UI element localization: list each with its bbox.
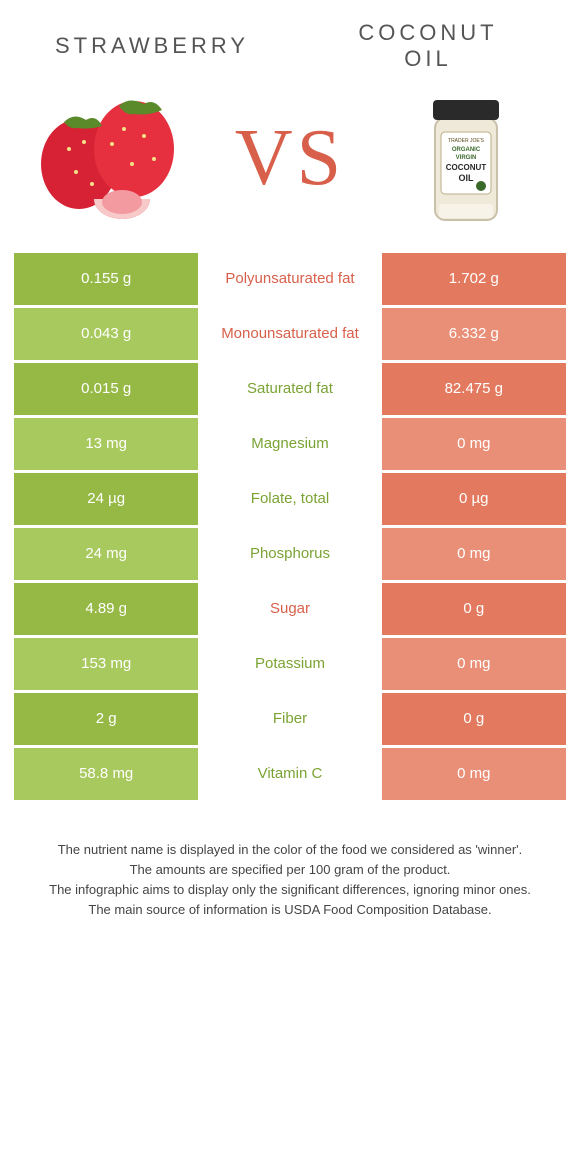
value-right: 0 mg	[382, 638, 566, 690]
value-left: 2 g	[14, 693, 198, 745]
value-left: 58.8 mg	[14, 748, 198, 800]
value-left: 0.155 g	[14, 253, 198, 305]
nutrient-name: Vitamin C	[198, 748, 381, 800]
table-row: 0.043 gMonounsaturated fat6.332 g	[14, 308, 566, 360]
footnote-line: The main source of information is USDA F…	[22, 900, 558, 920]
footnote-line: The nutrient name is displayed in the co…	[22, 840, 558, 860]
value-right: 0 g	[382, 583, 566, 635]
comparison-table: 0.155 gPolyunsaturated fat1.702 g0.043 g…	[14, 253, 566, 800]
nutrient-name: Phosphorus	[198, 528, 381, 580]
footnote-line: The amounts are specified per 100 gram o…	[22, 860, 558, 880]
title-right-l1: COCONUT	[290, 20, 566, 46]
table-row: 24 µgFolate, total0 µg	[14, 473, 566, 525]
footnotes: The nutrient name is displayed in the co…	[14, 840, 566, 921]
table-row: 0.015 gSaturated fat82.475 g	[14, 363, 566, 415]
svg-text:ORGANIC: ORGANIC	[452, 147, 481, 153]
table-row: 24 mgPhosphorus0 mg	[14, 528, 566, 580]
value-right: 0 µg	[382, 473, 566, 525]
value-right: 0 mg	[382, 528, 566, 580]
value-left: 0.015 g	[14, 363, 198, 415]
value-left: 13 mg	[14, 418, 198, 470]
table-row: 153 mgPotassium0 mg	[14, 638, 566, 690]
nutrient-name: Magnesium	[198, 418, 381, 470]
strawberry-image	[24, 89, 204, 229]
coconut-oil-image: TRADER JOE'S ORGANIC VIRGIN COCONUT OIL	[376, 89, 556, 229]
nutrient-name: Potassium	[198, 638, 381, 690]
comparison-titles: STRAWBERRY COCONUT OIL	[14, 20, 566, 73]
nutrient-name: Folate, total	[198, 473, 381, 525]
value-right: 0 mg	[382, 748, 566, 800]
title-right: COCONUT OIL	[290, 20, 566, 73]
nutrient-name: Polyunsaturated fat	[198, 253, 381, 305]
table-row: 4.89 gSugar0 g	[14, 583, 566, 635]
nutrient-name: Fiber	[198, 693, 381, 745]
nutrient-name: Saturated fat	[198, 363, 381, 415]
value-right: 0 g	[382, 693, 566, 745]
table-row: 58.8 mgVitamin C0 mg	[14, 748, 566, 800]
table-row: 2 gFiber0 g	[14, 693, 566, 745]
value-left: 4.89 g	[14, 583, 198, 635]
value-left: 24 µg	[14, 473, 198, 525]
nutrient-name: Monounsaturated fat	[198, 308, 381, 360]
value-right: 0 mg	[382, 418, 566, 470]
value-right: 6.332 g	[382, 308, 566, 360]
value-left: 0.043 g	[14, 308, 198, 360]
svg-text:VIRGIN: VIRGIN	[456, 155, 477, 161]
vs-text: VS	[235, 113, 345, 204]
nutrient-name: Sugar	[198, 583, 381, 635]
title-left: STRAWBERRY	[14, 33, 290, 59]
value-left: 153 mg	[14, 638, 198, 690]
svg-text:OIL: OIL	[458, 173, 474, 183]
value-right: 82.475 g	[382, 363, 566, 415]
value-right: 1.702 g	[382, 253, 566, 305]
table-row: 0.155 gPolyunsaturated fat1.702 g	[14, 253, 566, 305]
value-left: 24 mg	[14, 528, 198, 580]
svg-text:COCONUT: COCONUT	[446, 163, 487, 172]
svg-text:TRADER JOE'S: TRADER JOE'S	[448, 138, 485, 144]
title-right-l2: OIL	[290, 46, 566, 72]
footnote-line: The infographic aims to display only the…	[22, 880, 558, 900]
hero-row: VS TRADER JOE'S ORGANIC VIRGIN COCONUT O…	[14, 83, 566, 253]
table-row: 13 mgMagnesium0 mg	[14, 418, 566, 470]
